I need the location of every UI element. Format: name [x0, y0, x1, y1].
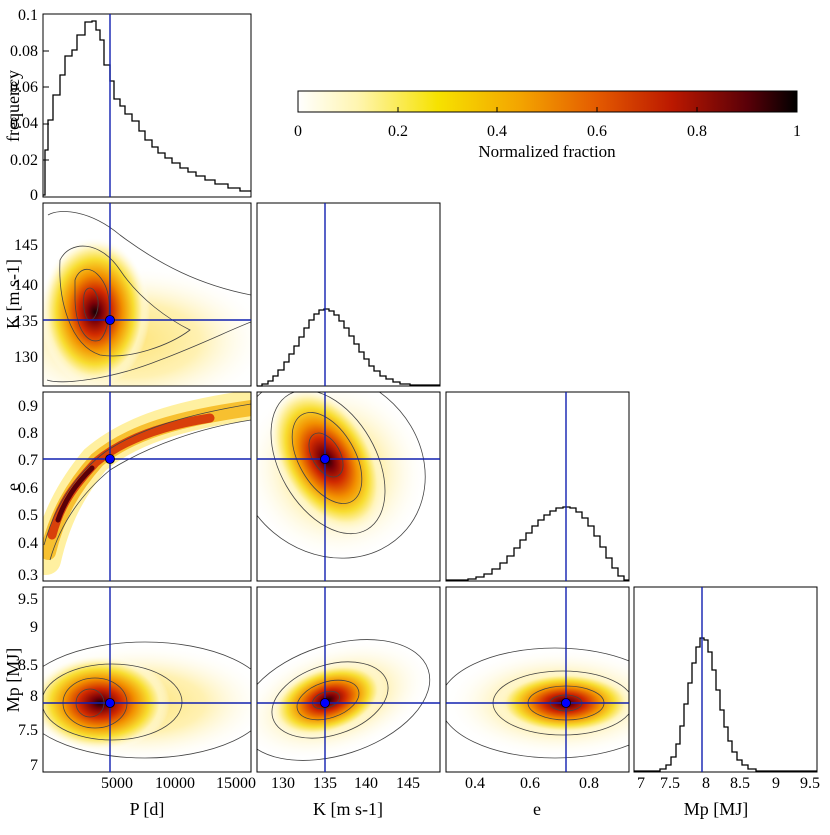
y-axis-label: Mp [MJ] [3, 648, 23, 713]
y-tick-label: 0.02 [10, 152, 38, 169]
panel-mp-vs-p: 9.5 9 8.5 8 7.5 7 5000 10000 15000 P [d]… [3, 586, 256, 819]
x-tick-label: 0.4 [465, 775, 485, 792]
marker-point [320, 698, 330, 708]
panel-mp-vs-e: 0.4 0.6 0.8 e [445, 586, 630, 819]
x-tick-label: 8.5 [730, 775, 750, 792]
y-tick-label: 7.5 [18, 722, 38, 739]
colorbar-ticks [297, 107, 798, 112]
x-tick-label: 145 [396, 775, 420, 792]
panel-frame [256, 391, 441, 582]
y-tick-label: 0.7 [18, 452, 38, 469]
panel-e-vs-k [256, 391, 441, 582]
colorbar-tick-label: 0.6 [587, 123, 607, 140]
marker-point [105, 315, 115, 325]
x-tick-label: 0.6 [520, 775, 540, 792]
y-tick-label: 0.1 [18, 7, 38, 24]
y-tick-label: 0.04 [10, 115, 38, 132]
panel-frame [42, 202, 252, 387]
y-tick-label: 0 [30, 187, 38, 204]
histogram-series [43, 20, 251, 196]
y-tick-label: 140 [14, 277, 38, 294]
y-tick-label: 7 [30, 757, 38, 774]
x-tick-label: 5000 [101, 775, 133, 792]
x-axis-label: P [d] [130, 799, 165, 819]
y-tick-label: 0.8 [18, 425, 38, 442]
x-tick-label: 0.8 [579, 775, 599, 792]
x-tick-label: 9 [772, 775, 780, 792]
histogram-series [446, 506, 629, 581]
y-tick-label: 135 [14, 313, 38, 330]
marker-point [105, 454, 115, 464]
panel-k-vs-p: 145 140 135 130 K [m s-1] [3, 202, 252, 387]
panel-mp-vs-k: 130 135 140 145 K [m s-1] [256, 586, 441, 819]
y-ticks [43, 13, 49, 161]
y-tick-label: 8 [30, 688, 38, 705]
x-tick-label: 140 [354, 775, 378, 792]
colorbar-tick-label: 0.4 [487, 123, 507, 140]
colorbar-label: Normalized fraction [478, 142, 616, 161]
colorbar-gradient [297, 90, 798, 113]
marker-point [105, 698, 115, 708]
y-tick-label: 0.5 [18, 507, 38, 524]
panel-frame [445, 586, 630, 773]
panel-mp-histogram: 7 7.5 8 8.5 9 9.5 Mp [MJ] [633, 586, 820, 819]
colorbar: 0 0.2 0.4 0.6 0.8 1 Normalized fraction [294, 90, 801, 161]
y-tick-label: 145 [14, 237, 38, 254]
x-tick-label: 10000 [155, 775, 195, 792]
y-tick-label: 0.4 [18, 535, 38, 552]
panel-frame [256, 202, 441, 387]
histogram-series [257, 308, 440, 387]
y-axis-label: K [m s-1] [3, 259, 23, 329]
y-axis-label: e [3, 483, 23, 491]
x-tick-label: 135 [313, 775, 337, 792]
marker-point [320, 454, 330, 464]
y-tick-label: 0.9 [18, 398, 38, 415]
x-axis-label: e [533, 799, 541, 819]
y-axis-label: frequency [3, 70, 23, 142]
colorbar-tick-label: 0.8 [687, 123, 707, 140]
panel-frame [256, 586, 441, 773]
panel-frame [42, 13, 252, 198]
x-axis-label: Mp [MJ] [684, 799, 749, 819]
marker-point [561, 698, 571, 708]
x-tick-label: 9.5 [800, 775, 820, 792]
y-tick-label: 0.08 [10, 43, 38, 60]
x-axis-label: K [m s-1] [313, 799, 383, 819]
panel-frame [445, 391, 630, 582]
x-tick-label: 130 [271, 775, 295, 792]
y-tick-label: 0.6 [18, 480, 38, 497]
y-tick-label: 9.5 [18, 591, 38, 608]
histogram-series [634, 637, 817, 772]
y-tick-label: 0.3 [18, 567, 38, 584]
panel-e-histogram [445, 391, 630, 582]
panel-frame [633, 586, 818, 773]
y-tick-label: 130 [14, 349, 38, 366]
x-tick-label: 8 [702, 775, 710, 792]
y-tick-label: 0.06 [10, 79, 38, 96]
panel-frame [42, 391, 252, 582]
colorbar-tick-label: 0.2 [388, 123, 408, 140]
y-tick-label: 9 [30, 619, 38, 636]
x-tick-label: 7 [637, 775, 645, 792]
y-tick-label: 8.5 [18, 657, 38, 674]
colorbar-tick-label: 1 [793, 123, 801, 140]
panel-frame [42, 586, 252, 773]
x-tick-label: 7.5 [660, 775, 680, 792]
x-tick-label: 15000 [216, 775, 256, 792]
panel-k-histogram [256, 202, 441, 387]
panel-e-vs-p: 0.9 0.8 0.7 0.6 0.5 0.4 0.3 e [3, 391, 252, 584]
panel-p-histogram: 0.1 0.08 0.06 0.04 0.02 0 frequency [3, 7, 252, 204]
colorbar-tick-label: 0 [294, 123, 302, 140]
